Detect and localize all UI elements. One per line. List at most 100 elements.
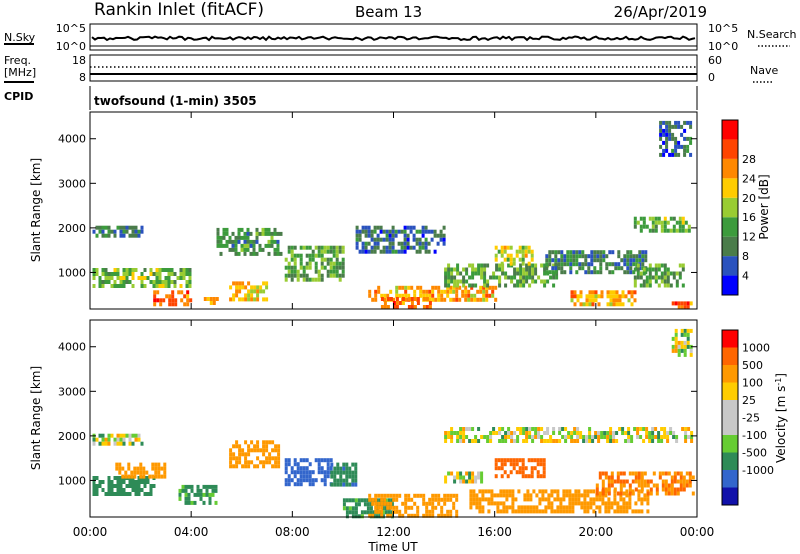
data-cell: [559, 505, 563, 510]
data-cell: [238, 297, 242, 302]
data-cell: [531, 279, 535, 284]
data-cell: [598, 505, 602, 510]
data-cell: [404, 497, 408, 502]
data-cell: [637, 479, 641, 484]
data-cell: [523, 505, 527, 510]
data-cell: [638, 250, 642, 255]
data-cell: [474, 267, 478, 272]
date-label: 26/Apr/2019: [614, 3, 707, 21]
data-cell: [477, 439, 481, 443]
data-cell: [671, 136, 675, 141]
data-cell: [253, 448, 257, 453]
data-cell: [422, 501, 426, 506]
data-cell: [413, 513, 417, 518]
data-cell: [428, 509, 432, 514]
data-cell: [615, 302, 619, 307]
data-cell: [341, 261, 345, 266]
data-cell: [654, 427, 658, 431]
data-cell: [488, 285, 492, 290]
data-cell: [431, 509, 435, 514]
x-tick-label: 00:00: [73, 525, 108, 539]
data-cell: [644, 254, 648, 259]
data-cell: [116, 441, 120, 446]
data-cell: [235, 440, 239, 445]
data-cell: [379, 229, 383, 234]
data-cell: [163, 462, 167, 467]
data-cell: [332, 273, 336, 278]
data-cell: [611, 250, 615, 255]
data-cell: [655, 487, 659, 492]
colorbar-tick-label: -1000: [742, 464, 774, 477]
data-cell: [262, 460, 266, 465]
data-cell: [354, 482, 358, 487]
data-cell: [390, 502, 394, 507]
data-cell: [342, 462, 346, 467]
data-cell: [630, 294, 634, 299]
colorbar-segment: [722, 452, 738, 470]
data-cell: [397, 249, 401, 254]
data-cell: [507, 427, 511, 431]
data-cell: [159, 298, 163, 303]
data-cell: [225, 231, 229, 236]
data-cell: [681, 228, 685, 233]
data-cell: [332, 253, 336, 258]
data-cell: [202, 492, 206, 497]
data-cell: [389, 297, 393, 301]
data-cell: [196, 488, 200, 493]
data-cell: [155, 284, 159, 288]
data-cell: [395, 293, 399, 298]
data-cell: [427, 229, 431, 234]
data-cell: [130, 470, 134, 475]
data-cell: [660, 228, 664, 233]
data-cell: [116, 437, 120, 442]
data-cell: [538, 501, 542, 506]
data-cell: [523, 509, 527, 514]
data-cell: [599, 266, 603, 271]
power-heatmap: [92, 120, 693, 310]
data-cell: [277, 456, 281, 461]
data-cell: [511, 497, 515, 502]
data-cell: [672, 224, 676, 229]
data-cell: [122, 492, 126, 496]
data-cell: [527, 245, 531, 250]
data-cell: [238, 281, 242, 286]
data-cell: [119, 476, 123, 480]
data-cell: [486, 435, 490, 439]
data-cell: [477, 263, 481, 268]
data-cell: [370, 249, 374, 254]
data-cell: [459, 475, 463, 480]
data-cell: [456, 267, 460, 272]
data-cell: [184, 500, 188, 505]
data-cell: [564, 435, 568, 439]
data-cell: [238, 460, 242, 465]
data-cell: [471, 275, 475, 280]
data-cell: [418, 237, 422, 242]
data-cell: [569, 270, 573, 275]
data-cell: [232, 293, 236, 298]
data-cell: [379, 225, 383, 230]
data-cell: [380, 293, 384, 298]
data-cell: [232, 444, 236, 449]
data-cell: [580, 501, 584, 506]
data-cell: [273, 251, 277, 256]
data-cell: [684, 228, 688, 233]
colorbar-tick-label: 1000: [742, 342, 770, 355]
data-cell: [256, 440, 260, 445]
data-cell: [113, 284, 117, 288]
data-cell: [674, 152, 678, 157]
data-cell: [661, 471, 665, 476]
data-cell: [596, 250, 600, 255]
data-cell: [528, 283, 532, 288]
data-cell: [674, 344, 678, 349]
data-cell: [274, 456, 278, 461]
data-cell: [480, 435, 484, 439]
data-cell: [479, 285, 483, 290]
data-cell: [681, 216, 685, 221]
data-cell: [645, 267, 649, 272]
data-cell: [566, 262, 570, 267]
data-cell: [632, 258, 636, 263]
data-cell: [662, 152, 666, 157]
data-cell: [464, 285, 468, 290]
data-cell: [244, 285, 248, 290]
data-cell: [237, 235, 241, 240]
